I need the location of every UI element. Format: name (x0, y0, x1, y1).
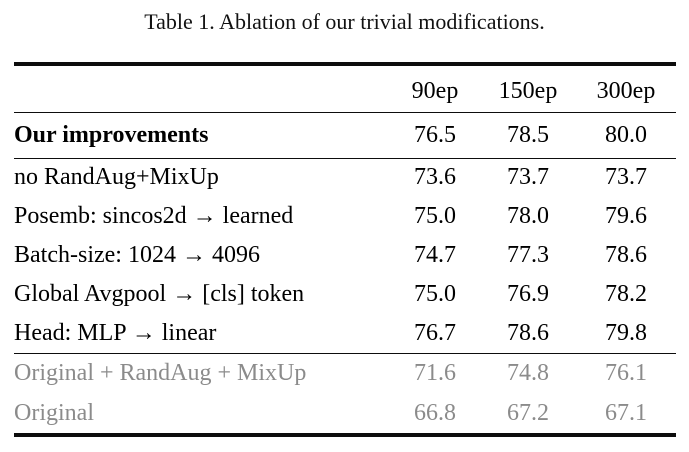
cell-value: 67.1 (605, 400, 647, 426)
row-label: Global Avgpool → [cls] token (14, 281, 305, 307)
cell-value: 74.7 (414, 242, 456, 268)
cell-value: 79.8 (576, 314, 676, 354)
column-header-150ep: 150ep (480, 64, 576, 113)
row-label: no RandAug+MixUp (14, 164, 219, 191)
table-caption: Table 1. Ablation of our trivial modific… (144, 9, 545, 34)
table-row-batch-size: Batch-size: 1024 → 4096 74.7 77.3 78.6 (14, 236, 676, 275)
cell-value: 79.6 (605, 203, 647, 229)
ablation-table: 90ep 150ep 300ep Our improvements 76.5 7… (14, 62, 676, 437)
header-empty-cell (14, 64, 390, 113)
table-row-our-improvements: Our improvements 76.5 78.5 80.0 (14, 112, 676, 159)
row-label: Original (14, 400, 94, 426)
column-header-300ep: 300ep (576, 64, 676, 113)
cell-value: 78.6 (480, 314, 576, 354)
cell-value: 78.6 (605, 242, 647, 268)
cell-value: 76.7 (390, 314, 480, 354)
cell-value: 76.1 (605, 360, 647, 387)
table-row-original: Original 66.8 67.2 67.1 (14, 394, 676, 435)
row-label: Our improvements (14, 112, 390, 159)
cell-value: 67.2 (507, 400, 549, 426)
cell-value: 75.0 (414, 281, 456, 307)
table-header-row: 90ep 150ep 300ep (14, 64, 676, 113)
cell-value: 66.8 (414, 400, 456, 426)
cell-value: 75.0 (414, 203, 456, 229)
cell-value: 76.9 (507, 281, 549, 307)
row-label: Head: MLP → linear (14, 314, 390, 354)
cell-value: 78.5 (480, 112, 576, 159)
cell-value: 77.3 (507, 242, 549, 268)
table-row-posemb: Posemb: sincos2d → learned 75.0 78.0 79.… (14, 197, 676, 236)
table-row-global-avgpool: Global Avgpool → [cls] token 75.0 76.9 7… (14, 275, 676, 314)
row-label: Posemb: sincos2d → learned (14, 203, 294, 229)
cell-value: 80.0 (576, 112, 676, 159)
table-row-no-randaug-mixup: no RandAug+MixUp 73.6 73.7 73.7 (14, 158, 676, 197)
cell-value: 76.5 (390, 112, 480, 159)
cell-value: 78.2 (605, 281, 647, 307)
row-label: Original + RandAug + MixUp (14, 360, 307, 387)
column-header-90ep: 90ep (390, 64, 480, 113)
table-row-head-mlp: Head: MLP → linear 76.7 78.6 79.8 (14, 314, 676, 354)
cell-value: 73.6 (414, 164, 456, 191)
cell-value: 71.6 (414, 360, 456, 387)
row-label: Batch-size: 1024 → 4096 (14, 242, 260, 268)
table-row-original-randaug-mixup: Original + RandAug + MixUp 71.6 74.8 76.… (14, 353, 676, 394)
cell-value: 78.0 (507, 203, 549, 229)
cell-value: 74.8 (507, 360, 549, 387)
cell-value: 73.7 (605, 164, 647, 191)
cell-value: 73.7 (507, 164, 549, 191)
